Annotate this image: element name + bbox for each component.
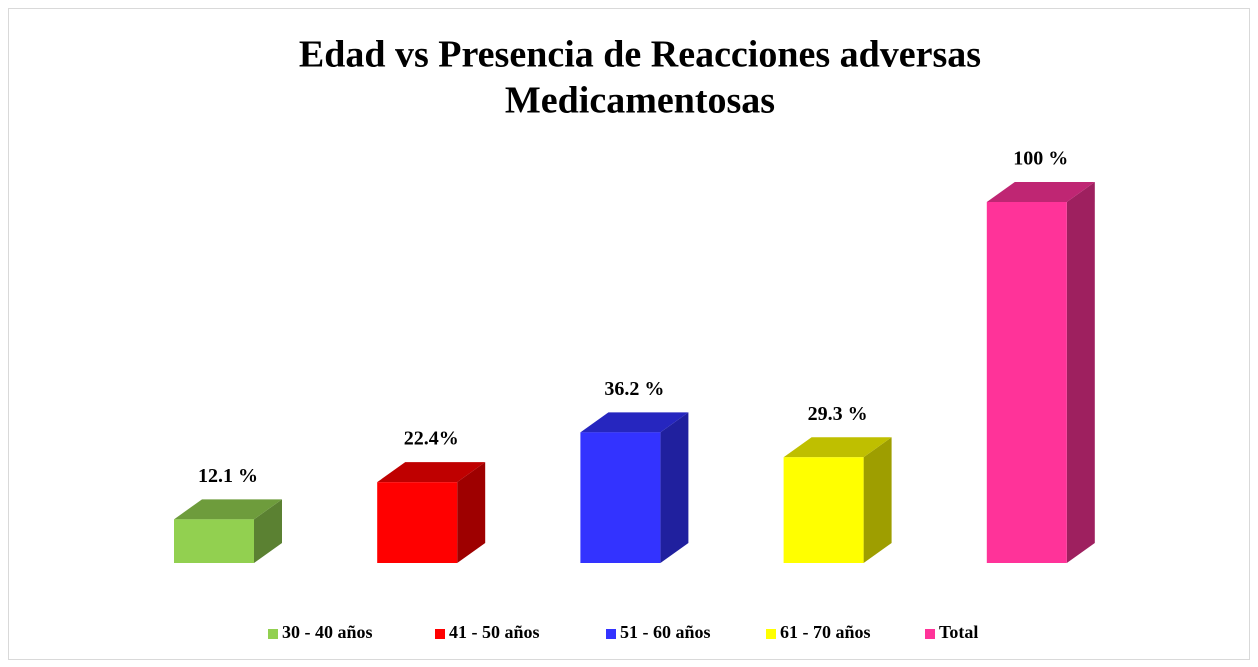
bar-top (783, 437, 892, 458)
legend-label: 41 - 50 años (449, 622, 540, 642)
bar-top (986, 182, 1095, 202)
bar-side (254, 499, 282, 563)
bar-top (174, 499, 282, 520)
bar (580, 432, 661, 563)
data-label: 36.2 % (604, 378, 664, 400)
bar (174, 519, 254, 563)
data-label: 22.4% (404, 428, 459, 450)
bar-top (377, 462, 486, 483)
legend-swatch (268, 629, 278, 639)
legend-swatch (606, 629, 616, 639)
chart-title: Edad vs Presencia de Reacciones adversas (299, 34, 981, 76)
data-label: 29.3 % (808, 403, 868, 425)
legend-label: Total (939, 622, 978, 642)
data-label: 100 % (1013, 148, 1068, 170)
bar-side (660, 412, 689, 563)
bar (377, 482, 458, 563)
bar-side (1066, 182, 1095, 563)
legend-label: 30 - 40 años (282, 622, 373, 642)
legend-swatch (925, 629, 935, 639)
data-label: 12.1 % (198, 465, 258, 487)
bar-side (863, 437, 892, 563)
bar (783, 457, 864, 563)
chart-title: Medicamentosas (505, 80, 775, 122)
legend-label: 51 - 60 años (620, 622, 711, 642)
bar-top (580, 412, 689, 433)
legend-label: 61 - 70 años (780, 622, 871, 642)
legend-swatch (435, 629, 445, 639)
bar-side (457, 462, 486, 563)
legend-swatch (766, 629, 776, 639)
bar (986, 202, 1067, 563)
